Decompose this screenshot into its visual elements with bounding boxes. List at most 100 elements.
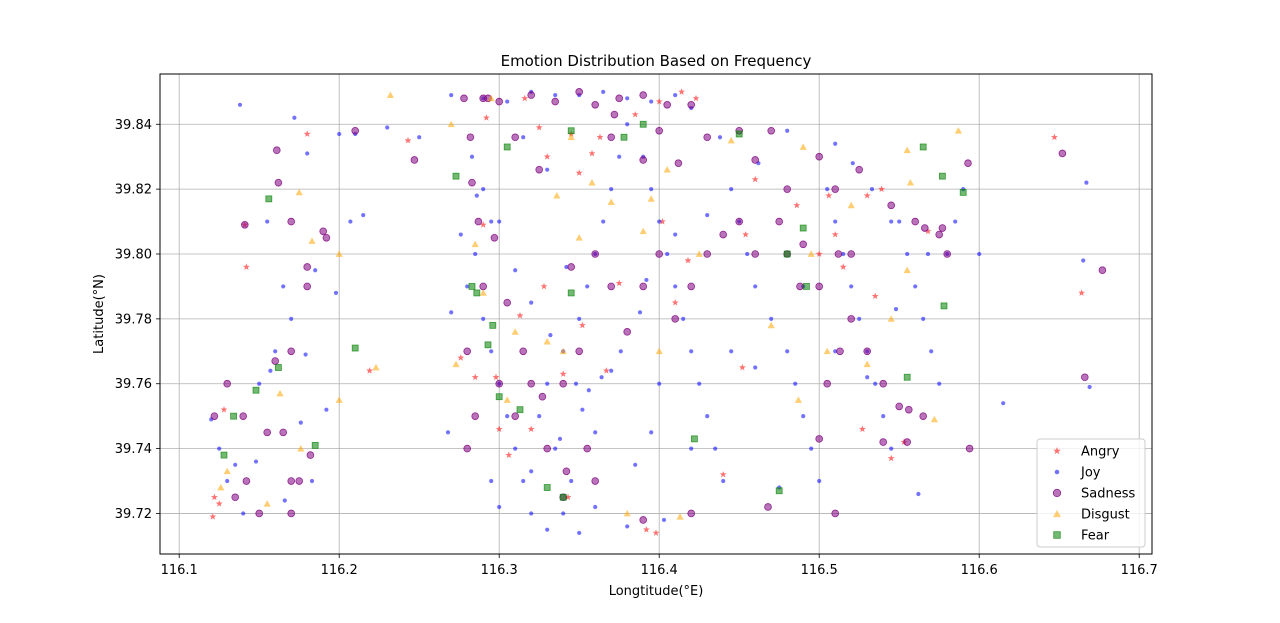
angry-point — [479, 221, 487, 228]
angry-point — [738, 363, 746, 371]
fear-point — [274, 364, 282, 371]
disgust-point — [511, 328, 519, 335]
sadness-point — [463, 347, 472, 356]
angry-point — [471, 373, 479, 381]
sadness-point — [911, 217, 919, 226]
sadness-point — [272, 146, 281, 155]
sadness-point — [468, 178, 476, 187]
sadness-point — [751, 250, 759, 258]
joy-point — [745, 251, 750, 257]
fear-point — [503, 143, 511, 151]
joy-point — [849, 284, 854, 289]
sadness-point — [796, 282, 804, 291]
joy-point — [529, 300, 534, 305]
sadness-point — [319, 227, 328, 236]
angry-point — [521, 94, 529, 102]
disgust-point — [823, 347, 831, 355]
angry-point — [516, 312, 524, 319]
disgust-point — [386, 91, 394, 98]
joy-point — [257, 381, 262, 386]
joy-point — [313, 268, 318, 273]
angry-point — [505, 451, 513, 458]
sadness-point — [274, 178, 283, 187]
sadness-point — [903, 438, 911, 446]
angry-point — [602, 367, 610, 374]
angry-point — [658, 217, 666, 225]
disgust-point — [217, 483, 225, 491]
sadness-point — [799, 240, 807, 249]
joy-point — [529, 469, 534, 474]
disgust-point — [794, 396, 802, 403]
sadness-point — [687, 509, 695, 518]
angry-point — [839, 263, 847, 270]
angry-point — [575, 169, 583, 176]
joy-point — [833, 219, 838, 224]
joy-point — [673, 232, 678, 237]
sadness-point — [551, 97, 559, 106]
joy-point — [505, 414, 510, 419]
joy-point — [785, 128, 790, 133]
sadness-point — [965, 444, 974, 453]
joy-point — [661, 517, 667, 523]
joy-point — [303, 352, 308, 357]
joy-point — [237, 102, 243, 107]
sadness-point — [815, 282, 823, 291]
joy-point — [625, 96, 630, 101]
sadness-point — [287, 509, 296, 518]
joy-point — [324, 407, 329, 412]
joy-point — [586, 388, 591, 393]
sadness-point — [904, 405, 913, 414]
joy-point — [599, 375, 604, 380]
y-tick-label: 39.76 — [115, 377, 152, 392]
joy-point — [881, 414, 886, 419]
joy-point — [225, 478, 230, 484]
fear-point — [252, 386, 260, 394]
sadness-point — [1098, 266, 1107, 275]
sadness-point — [639, 516, 647, 524]
legend: Angry Joy Sadness Disgust Fear — [1036, 438, 1146, 548]
disgust-point — [559, 347, 567, 355]
joy-point — [564, 264, 569, 270]
angry-point — [887, 454, 895, 462]
y-axis-title: Latitude(°N) — [92, 274, 107, 354]
legend-disgust-marker — [1053, 510, 1061, 518]
joy-point — [937, 381, 942, 386]
joy-point — [545, 167, 550, 172]
sadness-point — [255, 509, 264, 518]
angry-point — [692, 94, 700, 102]
sadness-point — [938, 224, 947, 232]
sadness-point — [210, 412, 219, 420]
disgust-point — [503, 396, 511, 403]
joy-point — [1084, 180, 1089, 185]
legend-box — [1036, 438, 1146, 548]
sadness-point — [610, 110, 619, 119]
joy-point — [889, 446, 894, 451]
joy-point — [817, 478, 822, 484]
sadness-point — [674, 159, 683, 167]
sadness-point — [639, 282, 647, 291]
joy-point — [361, 212, 366, 218]
joy-point — [298, 420, 303, 425]
joy-point — [305, 151, 310, 156]
sadness-point — [241, 221, 249, 229]
joy-point — [721, 478, 726, 484]
sadness-point — [263, 428, 272, 437]
joy-point — [609, 368, 614, 373]
joy-point — [241, 511, 246, 516]
joy-point — [633, 462, 638, 467]
joy-point — [445, 430, 451, 435]
sadness-point — [474, 217, 483, 226]
angry-point — [924, 227, 932, 235]
angry-point — [578, 321, 586, 329]
fear-point — [799, 224, 807, 232]
sadness-point — [823, 379, 831, 388]
sadness-point — [591, 477, 599, 485]
joy-point — [474, 193, 479, 198]
joy-point — [481, 187, 486, 192]
disgust-point — [623, 509, 631, 517]
disgust-point — [297, 444, 305, 452]
legend-label: Angry — [1081, 445, 1120, 460]
disgust-point — [263, 500, 271, 507]
joy-point — [809, 446, 814, 451]
joy-point — [609, 187, 614, 192]
